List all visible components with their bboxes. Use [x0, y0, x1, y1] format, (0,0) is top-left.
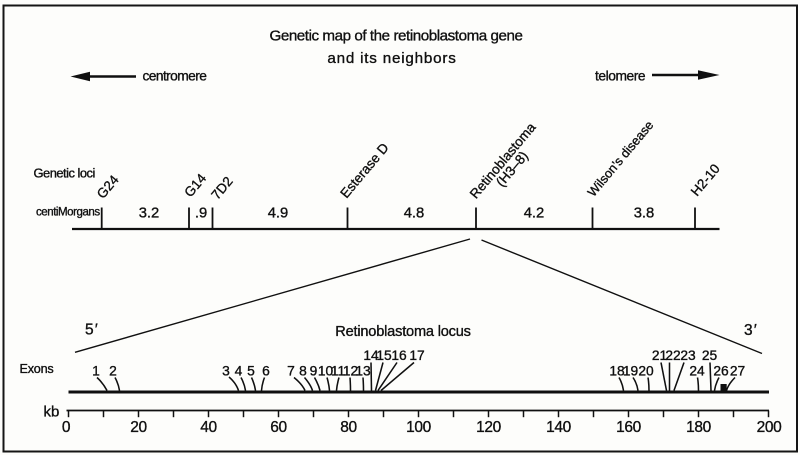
svg-text:17: 17: [409, 348, 424, 363]
svg-text:4.2: 4.2: [524, 206, 545, 222]
svg-text:5′: 5′: [85, 322, 99, 339]
svg-text:.9: .9: [195, 206, 207, 222]
svg-text:180: 180: [686, 419, 711, 436]
svg-text:8: 8: [299, 364, 307, 379]
svg-text:4: 4: [235, 364, 243, 379]
svg-text:11: 11: [331, 364, 345, 379]
svg-text:and its neighbors: and its neighbors: [327, 50, 456, 67]
svg-text:1: 1: [92, 364, 100, 379]
svg-text:G24: G24: [94, 172, 122, 202]
svg-text:24: 24: [689, 364, 705, 379]
svg-text:27: 27: [730, 364, 745, 379]
svg-text:23: 23: [680, 348, 696, 363]
svg-text:4.8: 4.8: [404, 206, 425, 222]
svg-text:60: 60: [270, 419, 287, 436]
svg-text:5: 5: [247, 364, 255, 379]
svg-text:26: 26: [713, 364, 729, 379]
svg-text:kb: kb: [44, 404, 60, 421]
svg-text:telomere: telomere: [595, 69, 646, 84]
svg-text:centromere: centromere: [143, 69, 208, 84]
svg-text:14: 14: [363, 348, 379, 363]
svg-text:20: 20: [130, 419, 147, 436]
svg-text:0: 0: [62, 419, 71, 436]
svg-text:160: 160: [616, 419, 641, 436]
svg-text:7D2: 7D2: [208, 174, 235, 203]
svg-text:4.9: 4.9: [268, 206, 289, 222]
svg-text:200: 200: [757, 419, 782, 436]
svg-text:3: 3: [222, 364, 230, 379]
svg-text:Genetic map of the retinoblast: Genetic map of the retinoblastoma gene: [269, 28, 522, 45]
svg-text:Genetic loci: Genetic loci: [34, 166, 95, 181]
svg-text:9: 9: [310, 364, 318, 379]
svg-text:2: 2: [109, 364, 117, 379]
svg-text:3.2: 3.2: [139, 206, 160, 222]
svg-text:120: 120: [476, 419, 501, 436]
svg-text:Wilson’s disease: Wilson’s disease: [585, 118, 656, 199]
svg-text:13: 13: [355, 364, 371, 379]
svg-text:Retinoblastoma locus: Retinoblastoma locus: [335, 324, 471, 340]
svg-text:22: 22: [665, 348, 680, 363]
svg-text:20: 20: [638, 364, 654, 379]
svg-text:40: 40: [200, 419, 217, 436]
svg-text:21: 21: [652, 348, 667, 363]
svg-text:3′: 3′: [744, 322, 758, 339]
svg-text:100: 100: [406, 419, 431, 436]
svg-text:19: 19: [623, 364, 639, 379]
svg-text:25: 25: [702, 348, 718, 363]
svg-text:16: 16: [391, 348, 407, 363]
svg-text:18: 18: [609, 364, 625, 379]
svg-text:10: 10: [318, 364, 334, 379]
svg-text:15: 15: [376, 348, 392, 363]
svg-text:Exons: Exons: [20, 362, 54, 376]
svg-text:7: 7: [287, 364, 295, 379]
svg-text:140: 140: [546, 419, 571, 436]
svg-text:G14: G14: [181, 170, 209, 200]
svg-text:centiMorgans: centiMorgans: [36, 207, 100, 219]
svg-text:3.8: 3.8: [634, 206, 655, 222]
svg-text:Esterase D: Esterase D: [337, 140, 392, 201]
svg-text:H2-10: H2-10: [688, 161, 723, 199]
svg-text:6: 6: [262, 364, 270, 379]
svg-text:12: 12: [343, 364, 358, 379]
svg-text:80: 80: [340, 419, 357, 436]
